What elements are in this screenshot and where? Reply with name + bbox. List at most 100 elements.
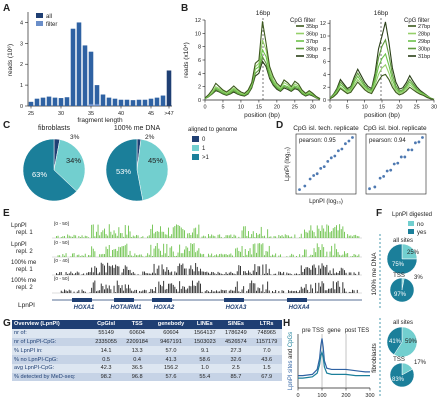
scatter-point	[340, 147, 344, 151]
coverage-bar	[272, 254, 273, 257]
coverage-bar	[110, 266, 112, 275]
coverage-bar	[124, 284, 126, 293]
coverage-bar	[129, 269, 131, 275]
coverage-bar	[180, 264, 182, 275]
panel-b-right-legend-30bp: 30bp	[418, 47, 430, 53]
coverage-bar	[259, 266, 261, 275]
panel-a-y-ticks: 0 1 2 3 4	[20, 20, 28, 110]
scatter-point	[373, 185, 377, 189]
coverage-bar	[140, 237, 142, 238]
coverage-bar	[113, 230, 115, 238]
coverage-bar	[268, 290, 270, 293]
panel-b-right-ytick-label-8: 8	[323, 47, 326, 53]
bar-all-34	[82, 45, 88, 106]
coverage-bar	[233, 273, 235, 275]
coverage-bar	[248, 289, 249, 293]
table-row-label: % detected by MeD-seq:	[12, 372, 91, 382]
coverage-bar	[326, 224, 328, 238]
panel-b-right-legend-28bp: 28bp	[418, 32, 430, 38]
panel-e-track-range: [0 - 50]	[54, 221, 69, 227]
panel-c-right-dark-pct: 53%	[116, 167, 131, 176]
coverage-bar	[81, 255, 83, 257]
coverage-bar	[278, 234, 280, 238]
coverage-bar	[355, 273, 357, 275]
coverage-bar	[256, 272, 257, 275]
coverage-bar	[243, 226, 245, 238]
coverage-bar	[353, 290, 355, 293]
coverage-bar	[144, 289, 145, 293]
coverage-bar	[328, 225, 329, 238]
coverage-bar	[257, 266, 259, 275]
coverage-bar	[233, 234, 235, 238]
coverage-bar	[92, 282, 94, 293]
coverage-bar	[126, 234, 128, 238]
table-cell: 156.2	[152, 363, 190, 373]
coverage-bar	[84, 235, 86, 238]
coverage-bar	[88, 237, 89, 238]
table-cell: 85.7	[220, 372, 252, 382]
coverage-bar	[316, 291, 318, 293]
table-cell: 67.9	[251, 372, 282, 382]
coverage-bar	[345, 253, 347, 257]
coverage-bar	[291, 236, 293, 238]
panel-a-legend-swatch-all	[36, 13, 43, 18]
coverage-bar	[81, 274, 83, 275]
scatter-point	[378, 176, 382, 180]
coverage-bar	[225, 272, 227, 275]
coverage-bar	[249, 283, 251, 293]
coverage-bar	[232, 273, 233, 275]
coverage-bar	[264, 255, 265, 257]
coverage-bar	[297, 292, 299, 293]
panel-c-left-dark-pct: 63%	[32, 170, 47, 179]
bar-all-42	[130, 100, 136, 106]
coverage-bar	[168, 283, 169, 293]
coverage-bar	[142, 271, 144, 275]
panel-letter-h: H	[283, 318, 290, 329]
panel-h-line-CpGs	[298, 349, 370, 379]
coverage-bar	[313, 264, 315, 275]
coverage-bar	[105, 246, 107, 257]
coverage-bar	[329, 251, 331, 257]
table-cell: 43.6	[251, 355, 282, 364]
coverage-bar	[131, 273, 133, 275]
table-row-label: nr of LpnPI-CpG:	[12, 337, 91, 347]
coverage-bar	[324, 256, 326, 257]
coverage-bar	[155, 287, 157, 293]
coverage-bar	[176, 255, 177, 257]
coverage-bar	[344, 270, 345, 275]
coverage-bar	[192, 232, 193, 238]
coverage-bar	[166, 234, 168, 238]
coverage-bar	[73, 234, 75, 238]
coverage-bar	[177, 265, 179, 275]
panel-f-pie1-title: all sites	[393, 238, 413, 244]
panel-c-pie-left	[22, 138, 86, 202]
panel-a-xlabel: fragment length	[77, 117, 123, 124]
coverage-bar	[179, 225, 181, 238]
coverage-bar	[171, 234, 173, 238]
table-cell: 4526574	[220, 337, 252, 347]
coverage-bar	[201, 254, 203, 257]
coverage-bar	[185, 246, 187, 257]
coverage-bar	[91, 224, 93, 238]
coverage-bar	[334, 226, 336, 238]
panel-g-table: Overview (LpnPI) CpGIsl TSS genebody LIN…	[12, 320, 282, 382]
coverage-bar	[68, 289, 70, 293]
panel-f-legend-swatch-no	[408, 221, 414, 226]
coverage-bar	[340, 255, 342, 257]
coverage-bar	[174, 286, 176, 293]
panel-e-track-range: [0 - 50]	[54, 276, 69, 282]
coverage-bar	[339, 224, 341, 238]
coverage-bar	[281, 273, 283, 275]
panel-c-title-left: fibroblasts	[38, 125, 70, 132]
coverage-bar	[217, 291, 219, 293]
coverage-bar	[83, 273, 85, 275]
coverage-bar	[198, 248, 200, 257]
coverage-bar	[113, 285, 115, 293]
gene-label-HOXA1: HOXA1	[74, 305, 95, 311]
panel-h-xtick-label-0: 0	[296, 393, 299, 399]
bar-filter-35	[88, 103, 94, 106]
coverage-bar	[307, 289, 309, 293]
coverage-bar	[89, 292, 91, 293]
coverage-bar	[56, 273, 57, 275]
table-cell: 14.1	[90, 346, 122, 356]
